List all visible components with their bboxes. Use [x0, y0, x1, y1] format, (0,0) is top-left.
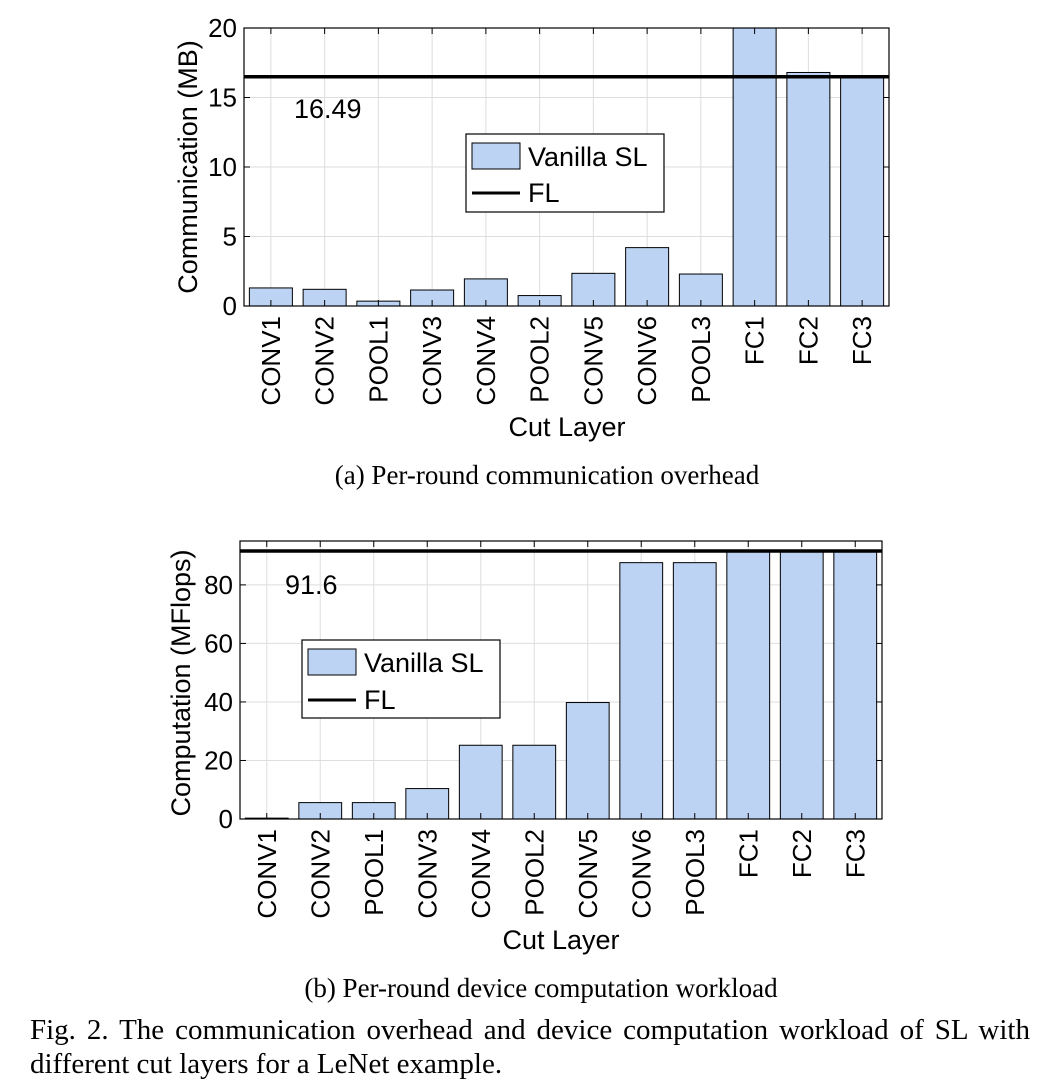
- ticks-b: [240, 541, 882, 820]
- legend-label-fl-a: FL: [528, 178, 560, 208]
- figure-caption: Fig. 2. The communication overhead and d…: [30, 1014, 1030, 1080]
- y-tick-label: 10: [208, 152, 237, 182]
- legend-b: Vanilla SL FL: [301, 639, 501, 719]
- x-tick-label: CONV2: [310, 316, 340, 406]
- y-tick-label: 20: [204, 745, 233, 775]
- fl-value-annotation-a: 16.49: [294, 94, 362, 124]
- y-tick-label: 5: [223, 222, 237, 252]
- x-tick-label: CONV3: [417, 316, 447, 406]
- legend-swatch-vanilla-sl-a: [471, 142, 521, 170]
- subcaption-b: (b) Per-round device computation workloa…: [304, 973, 778, 1003]
- fl-value-annotation-b: 91.6: [285, 570, 338, 600]
- bar-conv4: [458, 744, 503, 820]
- x-tick-label: FC1: [733, 829, 763, 878]
- x-tick-label: FC2: [793, 316, 823, 365]
- x-tick-label: FC3: [847, 316, 877, 365]
- bar-conv6: [619, 562, 664, 820]
- y-tick-label: 0: [223, 291, 237, 321]
- x-tick-label: CONV4: [466, 829, 496, 919]
- bars-b: [244, 550, 878, 820]
- bar-conv6: [625, 247, 670, 307]
- x-tick-label: CONV3: [412, 829, 442, 919]
- bar-fc1: [726, 550, 771, 820]
- plot-frame-b: [239, 540, 883, 820]
- x-tick-label: CONV6: [632, 316, 662, 406]
- x-tick-label: CONV1: [252, 829, 282, 919]
- x-axis-label-a: Cut Layer: [508, 412, 625, 442]
- bar-fc3: [833, 550, 878, 820]
- x-tick-label: POOL2: [519, 829, 549, 916]
- legend-label-fl-b: FL: [364, 685, 396, 715]
- x-tick-labels-b: CONV1 CONV2 POOL1 CONV3 CONV4 POOL2 CONV5 CONV6…: [252, 829, 871, 919]
- y-tick-label: 80: [204, 570, 233, 600]
- x-tick-label: POOL3: [686, 316, 716, 403]
- x-tick-label: CONV4: [471, 316, 501, 406]
- x-tick-label: FC1: [740, 316, 770, 365]
- y-axis-label-a: Communication (MB): [173, 40, 203, 294]
- legend-a: Vanilla SL FL: [465, 133, 665, 213]
- y-tick-labels-b: 0 20 40 60 80: [204, 570, 233, 834]
- bar-pool3: [672, 562, 717, 820]
- x-tick-label: CONV5: [578, 316, 608, 406]
- y-tick-label: 15: [208, 83, 237, 113]
- legend-label-vanilla-sl-a: Vanilla SL: [528, 142, 648, 172]
- legend-label-vanilla-sl-b: Vanilla SL: [364, 648, 484, 678]
- bar-fc2: [786, 71, 831, 307]
- x-tick-label: FC2: [787, 829, 817, 878]
- legend-swatch-vanilla-sl-b: [307, 648, 357, 676]
- x-tick-label: CONV5: [573, 829, 603, 919]
- bar-fc2: [779, 550, 824, 820]
- x-tick-label: FC3: [840, 829, 870, 878]
- bar-fc3: [840, 75, 885, 307]
- y-tick-labels-a: 0 5 10 15 20: [208, 13, 237, 321]
- bar-fc1: [732, 27, 777, 307]
- x-tick-label: POOL1: [359, 829, 389, 916]
- x-tick-label: POOL3: [680, 829, 710, 916]
- x-tick-label: POOL1: [363, 316, 393, 403]
- bar-pool2: [512, 744, 557, 820]
- y-tick-label: 20: [208, 13, 237, 43]
- x-tick-label: POOL2: [525, 316, 555, 403]
- x-tick-label: CONV6: [626, 829, 656, 919]
- y-tick-label: 0: [219, 804, 233, 834]
- bar-conv5: [565, 702, 610, 820]
- x-tick-label: CONV1: [256, 316, 286, 406]
- x-tick-label: CONV2: [305, 829, 335, 919]
- y-tick-label: 60: [204, 628, 233, 658]
- x-axis-label-b: Cut Layer: [502, 925, 619, 955]
- chart-b: 0 20 40 60 80 CONV1 CONV2 POOL1 CONV3 CONV4 POOL2…: [166, 540, 883, 955]
- x-tick-labels-a: CONV1 CONV2 POOL1 CONV3 CONV4 POOL2 CONV5 CONV6…: [256, 316, 877, 406]
- y-axis-label-b: Computation (MFlops): [166, 549, 196, 816]
- y-tick-label: 40: [204, 687, 233, 717]
- subcaption-a: (a) Per-round communication overhead: [335, 460, 760, 490]
- ticks-a: [244, 27, 889, 307]
